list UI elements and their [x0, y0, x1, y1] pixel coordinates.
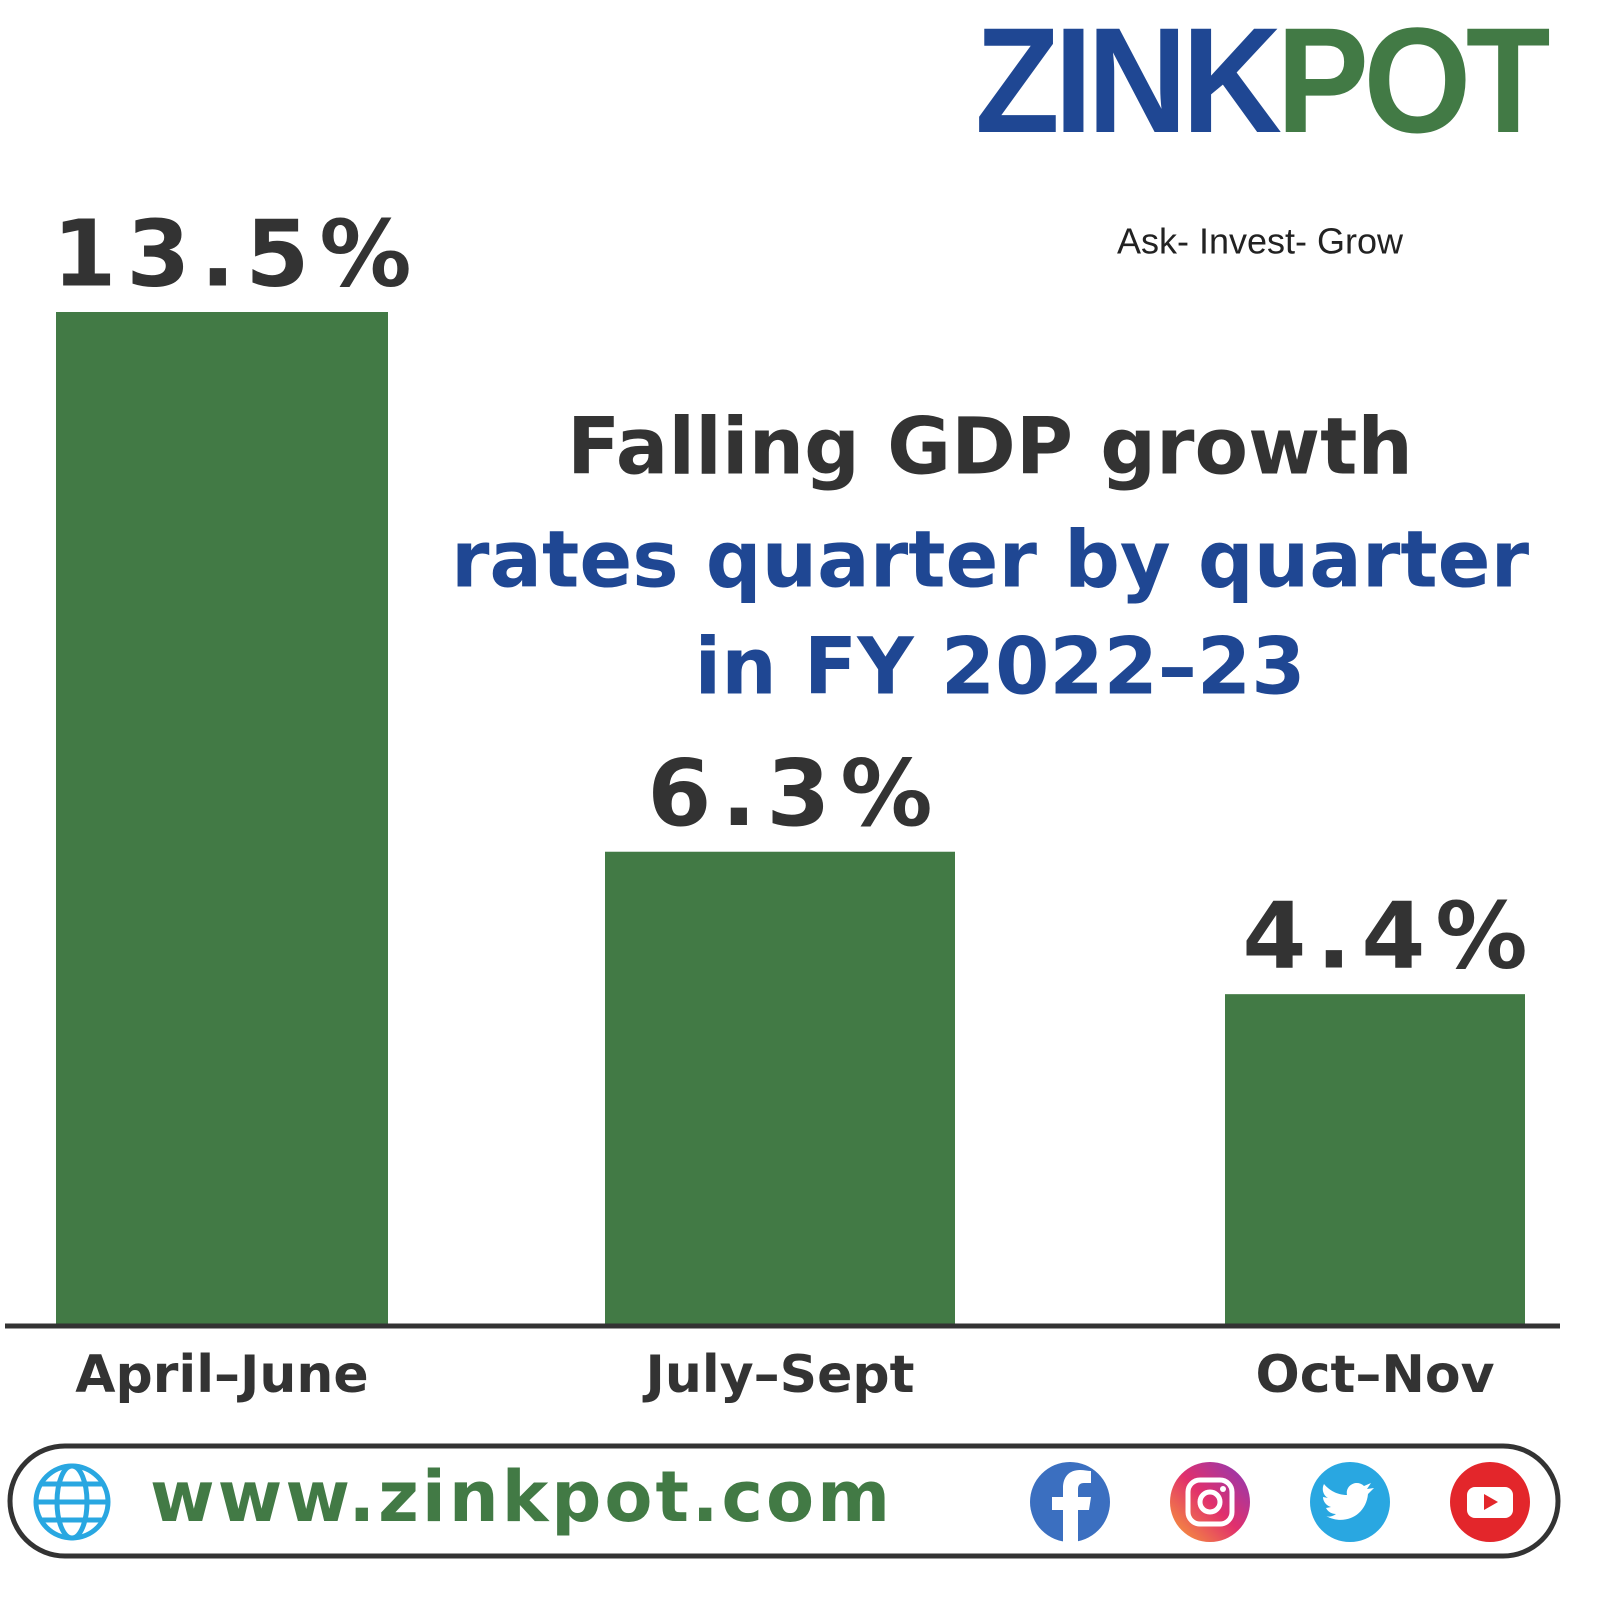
- website[interactable]: www.zinkpot.com: [150, 1456, 893, 1538]
- plot: 13.5% April–June 6.3% July–Sept 4.4% Oct–Nov: [52, 200, 1537, 1405]
- value-label: 13.5%: [52, 200, 421, 307]
- bar: [56, 312, 388, 1324]
- footer-bar: [7, 1443, 1561, 1559]
- twitter-icon[interactable]: [1310, 1462, 1390, 1542]
- x-tick-label: April–June: [75, 1345, 368, 1405]
- value-label: 6.3%: [647, 740, 942, 847]
- globe-icon: [33, 1463, 111, 1541]
- bar: [605, 851, 955, 1324]
- x-tick-label: Oct–Nov: [1255, 1345, 1494, 1405]
- instagram-icon[interactable]: [1170, 1462, 1250, 1542]
- logo: ZINKPOT: [975, 0, 1550, 164]
- logo-part2: POT: [1276, 0, 1550, 164]
- value-label: 4.4%: [1242, 883, 1537, 990]
- title-line: in FY 2022–23: [695, 622, 1306, 712]
- facebook-icon[interactable]: [1030, 1462, 1110, 1544]
- tagline: Ask- Invest- Grow: [1117, 221, 1404, 262]
- title-line: Falling GDP growth: [567, 402, 1413, 492]
- youtube-icon[interactable]: [1450, 1462, 1530, 1542]
- logo-part1: ZINK: [975, 0, 1281, 164]
- x-tick-label: July–Sept: [643, 1345, 915, 1405]
- title-line: rates quarter by quarter: [451, 515, 1530, 605]
- bar: [1225, 994, 1525, 1324]
